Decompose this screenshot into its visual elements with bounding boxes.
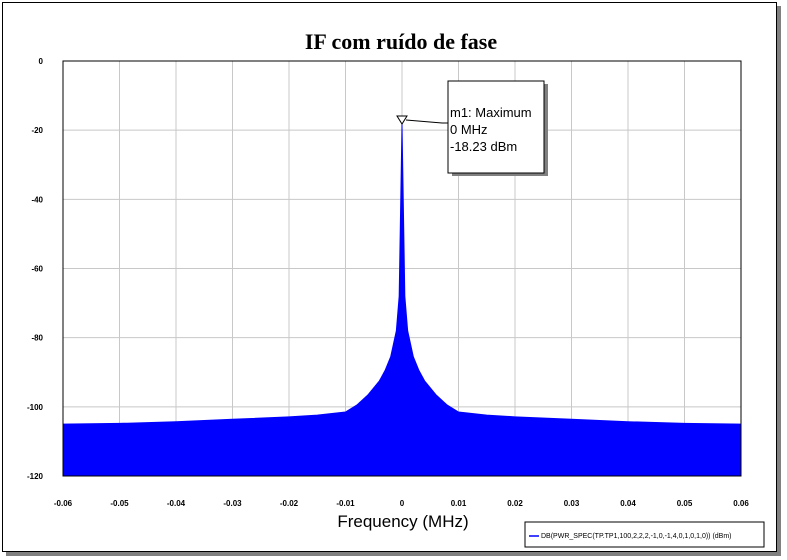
y-axis: 0 -20 -40 -60 -80 -100 -120 <box>27 57 44 481</box>
x-tick-label: -0.04 <box>167 499 186 508</box>
y-tick-label: -60 <box>31 265 43 274</box>
marker-box[interactable] <box>447 80 545 174</box>
x-tick-label: -0.05 <box>110 499 129 508</box>
marker-label: m1: Maximum <box>450 105 532 120</box>
x-axis: -0.06 -0.05 -0.04 -0.03 -0.02 -0.01 0 0.01 0.02 0… <box>54 499 749 508</box>
x-tick-label: -0.01 <box>336 499 355 508</box>
marker-x-value: 0 MHz <box>450 122 488 137</box>
marker-leader-line <box>405 119 448 124</box>
x-tick-label: 0.03 <box>564 499 580 508</box>
marker-m1[interactable]: m1: Maximum 0 MHz -18.23 dBm <box>396 80 548 176</box>
x-tick-label: 0.02 <box>507 499 523 508</box>
marker-triangle-icon[interactable] <box>396 115 408 125</box>
plot-window: IF com ruído de fase 0 -20 -40 -60 -80 -100 -1… <box>2 2 777 552</box>
series-layer <box>62 124 742 477</box>
y-tick-label: -20 <box>31 126 43 135</box>
spectrum-chart: IF com ruído de fase 0 -20 -40 -60 -80 -100 -1… <box>27 29 765 548</box>
x-tick-label: 0.01 <box>451 499 467 508</box>
marker-y-value: -18.23 dBm <box>450 139 517 154</box>
spectrum-series <box>62 124 742 477</box>
x-axis-label: Frequency (MHz) <box>337 512 468 531</box>
x-tick-label: -0.03 <box>223 499 242 508</box>
x-tick-label: 0 <box>400 499 405 508</box>
legend[interactable]: DB(PWR_SPEC(TP.TP1,100,2,2,2,-1,0,-1,4,0… <box>524 521 765 548</box>
legend-entry: DB(PWR_SPEC(TP.TP1,100,2,2,2,-1,0,-1,4,0… <box>541 533 732 540</box>
y-tick-label: 0 <box>39 57 44 66</box>
x-tick-label: 0.04 <box>620 499 636 508</box>
x-tick-label: 0.06 <box>733 499 749 508</box>
plot-area <box>62 60 742 477</box>
y-tick-label: -80 <box>31 334 43 343</box>
chart-title: IF com ruído de fase <box>305 29 498 54</box>
x-tick-label: 0.05 <box>677 499 693 508</box>
y-tick-label: -40 <box>31 195 43 204</box>
x-tick-label: -0.02 <box>280 499 299 508</box>
legend-box <box>524 521 765 548</box>
y-tick-label: -120 <box>27 472 44 481</box>
x-tick-label: -0.06 <box>54 499 73 508</box>
y-tick-label: -100 <box>27 403 44 412</box>
